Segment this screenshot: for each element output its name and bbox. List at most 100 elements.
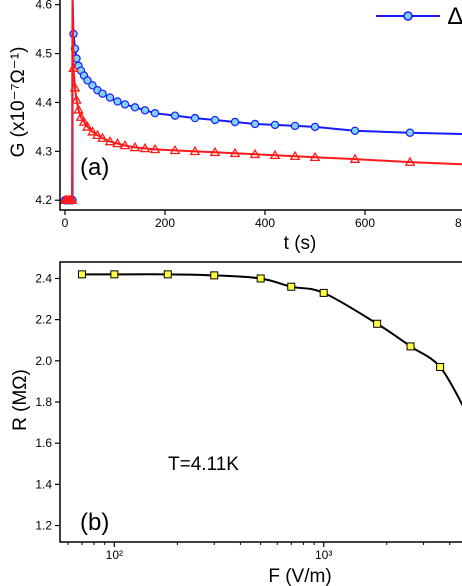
data-point-triangle bbox=[69, 82, 81, 92]
data-point-circle bbox=[350, 126, 360, 136]
data-point-triangle bbox=[75, 111, 87, 121]
data-point-square bbox=[110, 270, 119, 279]
data-point-square bbox=[210, 271, 219, 280]
panel-b-xlabel: F (V/m) bbox=[268, 566, 331, 586]
y-tick-label: 4.2 bbox=[35, 193, 52, 207]
series-line-0 bbox=[81, 273, 462, 407]
data-point-triangle bbox=[104, 136, 116, 146]
data-point-circle bbox=[270, 120, 280, 130]
data-point-triangle bbox=[119, 139, 131, 150]
data-point-circle bbox=[170, 111, 180, 120]
data-point-circle bbox=[250, 119, 260, 129]
legend-marker bbox=[403, 11, 413, 21]
data-point-triangle bbox=[169, 144, 181, 155]
data-point-triangle bbox=[68, 62, 79, 73]
data-point-circle bbox=[310, 122, 320, 132]
y-tick-label: 1.8 bbox=[35, 395, 52, 409]
data-point-circle bbox=[113, 97, 122, 106]
data-point-triangle bbox=[97, 132, 108, 142]
data-point-triangle bbox=[87, 126, 98, 136]
panel-b-ylabel: R (MΩ) bbox=[10, 369, 31, 431]
data-point-square bbox=[287, 282, 296, 291]
data-point-triangle bbox=[129, 141, 141, 152]
series-line-1 bbox=[65, 0, 462, 202]
data-point-triangle bbox=[92, 129, 103, 140]
data-point-triangle bbox=[309, 151, 321, 162]
x-tick-label: 600 bbox=[355, 216, 375, 230]
data-point-triangle bbox=[78, 116, 90, 126]
y-tick-label: 2.2 bbox=[35, 313, 52, 327]
panel-a-label: (a) bbox=[80, 154, 109, 181]
x-tick-label: 200 bbox=[155, 216, 175, 230]
y-tick-label: 2.0 bbox=[35, 354, 52, 368]
panel-a-xticks: 0 200 400 600 800 bbox=[62, 210, 462, 230]
panel-b: 10² 10³ 1.2 1.4 1.6 1.8 2.0 2.2 2.4 T=4.11K (b)… bbox=[10, 261, 462, 586]
data-point-circle bbox=[98, 89, 107, 98]
data-point-square bbox=[406, 342, 415, 351]
data-point-triangle bbox=[73, 104, 84, 114]
data-point-triangle bbox=[149, 143, 161, 154]
panel-a: 0 200 400 600 800 4.2 4.3 4.4 4.5 4.6 ∆ (a) t (s… bbox=[8, 0, 462, 254]
data-point-triangle bbox=[249, 148, 261, 159]
y-tick-label: 2.4 bbox=[35, 271, 52, 285]
data-point-circle bbox=[120, 100, 130, 109]
x-tick-label: 800 bbox=[455, 216, 462, 230]
y-tick-label: 4.4 bbox=[35, 95, 52, 109]
data-point-triangle bbox=[139, 142, 151, 153]
panel-b-annotation: T=4.11K bbox=[168, 454, 239, 475]
data-point-triangle bbox=[229, 147, 241, 158]
data-point-triangle bbox=[71, 94, 82, 104]
data-point-square bbox=[256, 274, 265, 283]
legend: ∆ bbox=[376, 3, 462, 30]
data-point-circle bbox=[140, 106, 150, 115]
legend-label: ∆ bbox=[448, 3, 462, 30]
data-point-triangle bbox=[112, 138, 123, 148]
data-point-circle bbox=[105, 93, 115, 102]
data-point-triangle bbox=[66, 194, 78, 205]
series-line-0 bbox=[65, 0, 462, 202]
panel-a-series bbox=[60, 0, 462, 205]
data-point-triangle bbox=[349, 153, 361, 163]
data-point-square bbox=[373, 319, 382, 328]
data-point-triangle bbox=[289, 150, 301, 161]
plot-frame bbox=[59, 261, 462, 543]
data-point-square bbox=[319, 288, 328, 297]
y-tick-label: 4.5 bbox=[35, 47, 52, 61]
y-tick-label: 1.2 bbox=[35, 519, 52, 533]
data-point-triangle bbox=[82, 121, 93, 131]
panel-b-frame bbox=[59, 261, 462, 543]
panel-b-label: (b) bbox=[80, 509, 109, 536]
data-point-circle bbox=[83, 76, 92, 85]
x-tick-label: 400 bbox=[255, 216, 275, 230]
data-point-circle bbox=[130, 103, 140, 112]
y-tick-label: 1.6 bbox=[35, 436, 52, 450]
panel-b-xticks: 10² 10³ bbox=[67, 542, 451, 562]
panel-a-yticks: 4.2 4.3 4.4 4.5 4.6 bbox=[35, 0, 60, 207]
data-point-circle bbox=[210, 115, 220, 125]
data-point-square bbox=[163, 270, 172, 279]
x-tick-label: 10² bbox=[106, 548, 123, 562]
data-point-circle bbox=[190, 113, 200, 123]
x-tick-label: 10³ bbox=[315, 548, 332, 562]
x-tick-label: 0 bbox=[62, 216, 69, 230]
y-tick-label: 4.6 bbox=[35, 0, 52, 12]
data-point-triangle bbox=[404, 156, 416, 166]
data-point-circle bbox=[290, 121, 300, 131]
data-point-square bbox=[77, 270, 86, 279]
data-point-square bbox=[436, 363, 445, 371]
data-point-triangle bbox=[189, 145, 201, 156]
panel-a-xlabel: t (s) bbox=[284, 233, 317, 254]
data-point-triangle bbox=[269, 149, 281, 160]
y-tick-label: 4.3 bbox=[35, 144, 52, 158]
data-point-triangle bbox=[209, 146, 221, 157]
panel-b-series bbox=[77, 270, 462, 407]
data-point-circle bbox=[150, 108, 160, 118]
y-tick-label: 1.4 bbox=[35, 477, 52, 491]
data-point-circle bbox=[88, 81, 97, 90]
plot-frame bbox=[59, 0, 462, 211]
data-point-circle bbox=[230, 117, 240, 127]
panel-a-frame bbox=[59, 0, 462, 211]
panel-a-ylabel: G (x10⁻⁷Ω⁻¹) bbox=[8, 47, 29, 158]
panel-b-yticks: 1.2 1.4 1.6 1.8 2.0 2.2 2.4 bbox=[35, 271, 60, 533]
